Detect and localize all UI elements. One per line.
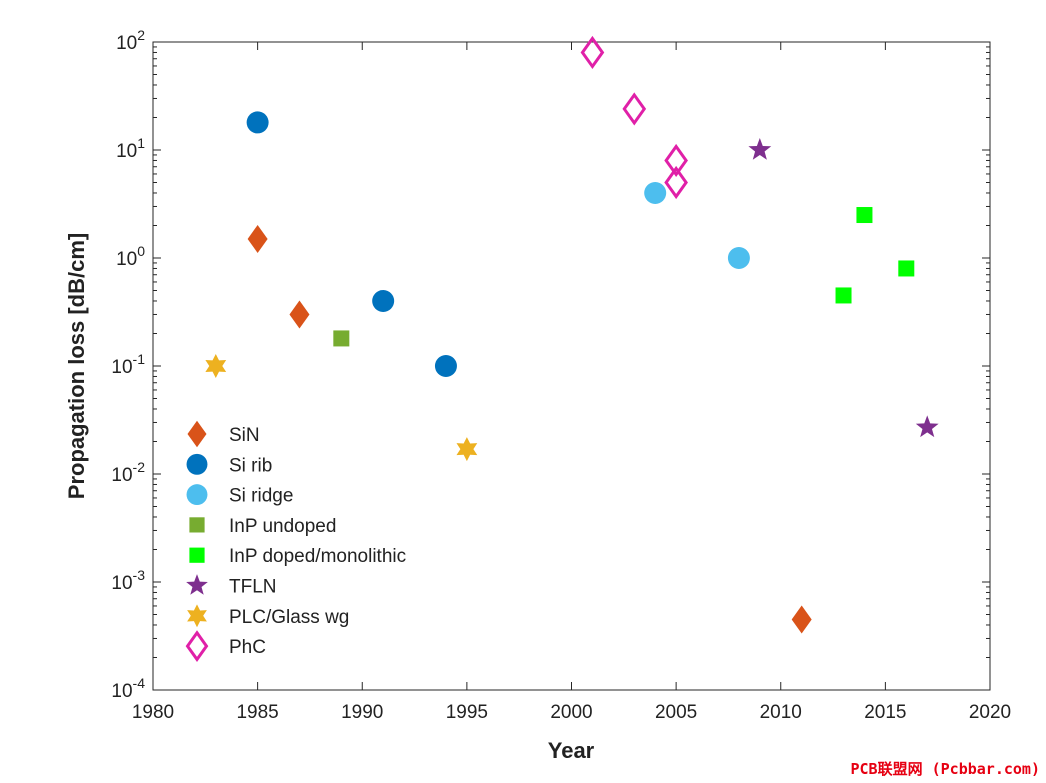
y-axis-title: Propagation loss [dB/cm] — [64, 233, 89, 499]
y-tick-label: 10-2 — [111, 459, 145, 486]
legend-marker-tfln — [186, 574, 208, 595]
y-tick-label: 10-4 — [111, 675, 145, 702]
legend-label: PLC/Glass wg — [229, 607, 349, 628]
legend-label: PhC — [229, 637, 266, 658]
legend-marker-sin — [187, 420, 207, 448]
point-tfln — [915, 415, 939, 438]
legend-label: SiN — [229, 425, 260, 446]
y-tick-exponent: 1 — [137, 135, 145, 151]
legend-item-inp-doped-monolithic: InP doped/monolithic — [189, 546, 406, 567]
point-si-rib — [434, 355, 457, 377]
point-inp-doped-monolithic — [835, 287, 852, 304]
legend: SiN Si rib Si ridge InP undoped InP doped/mo… — [185, 420, 406, 662]
x-axis-title: Year — [548, 738, 595, 763]
legend-marker-si-ridge — [186, 484, 208, 506]
x-tick-label: 2020 — [969, 702, 1011, 723]
plot-area — [152, 41, 991, 691]
y-tick-exponent: -4 — [133, 675, 146, 691]
x-tick-label: 2010 — [760, 702, 802, 723]
legend-item-si-rib: Si rib — [186, 453, 272, 476]
point-sin — [289, 300, 310, 329]
x-tick-label: 2000 — [550, 702, 592, 723]
y-tick-base: 10 — [111, 357, 132, 378]
y-tick-base: 10 — [111, 573, 132, 594]
legend-label: InP undoped — [229, 516, 336, 537]
y-tick-exponent: 2 — [137, 27, 145, 43]
x-tick-label: 1990 — [341, 702, 383, 723]
point-si-rib — [246, 111, 269, 134]
legend-item-phc: PhC — [185, 630, 266, 662]
point-inp-undoped — [333, 330, 350, 347]
y-tick-exponent: 0 — [137, 243, 145, 259]
point-phc — [664, 143, 688, 178]
y-tick-label: 102 — [116, 27, 145, 54]
point-sin — [791, 605, 812, 634]
legend-item-si-ridge: Si ridge — [186, 484, 293, 507]
x-tick-label: 1985 — [236, 702, 278, 723]
legend-item-plc-glass-wg: PLC/Glass wg — [187, 604, 349, 628]
legend-marker-plc-glass-wg — [187, 604, 207, 628]
y-tick-label: 10-3 — [111, 567, 145, 594]
point-phc — [622, 92, 647, 126]
legend-marker-si-rib — [186, 453, 208, 475]
y-tick-exponent: -2 — [133, 459, 146, 475]
point-phc — [580, 35, 605, 70]
legend-label: TFLN — [229, 577, 277, 598]
legend-marker-inp-doped-monolithic — [189, 547, 205, 563]
y-tick-base: 10 — [116, 33, 137, 54]
legend-label: Si ridge — [229, 486, 293, 507]
legend-item-sin: SiN — [187, 420, 260, 448]
y-tick-label: 10-1 — [111, 351, 145, 378]
y-tick-exponent: -1 — [133, 351, 146, 367]
legend-marker-phc — [185, 630, 209, 662]
point-plc-glass-wg — [205, 354, 227, 378]
point-inp-doped-monolithic — [898, 260, 915, 277]
point-phc — [664, 165, 688, 200]
point-si-ridge — [727, 247, 750, 269]
x-axis: 1980 1985 1990 1995 2000 2005 2010 2015 2020 — [132, 42, 1011, 723]
point-inp-doped-monolithic — [856, 207, 873, 224]
watermark: PCB联盟网 (Pcbbar.com) — [850, 760, 1041, 778]
point-tfln — [748, 138, 772, 160]
legend-item-inp-undoped: InP undoped — [189, 516, 336, 537]
x-tick-label: 1980 — [132, 702, 174, 723]
point-sin — [247, 224, 268, 253]
data-points — [205, 35, 939, 634]
y-tick-exponent: -3 — [133, 567, 146, 583]
point-plc-glass-wg — [456, 437, 478, 462]
y-tick-base: 10 — [111, 681, 132, 702]
y-tick-label: 101 — [116, 135, 145, 162]
legend-marker-inp-undoped — [189, 517, 205, 533]
point-si-ridge — [644, 181, 667, 204]
x-tick-label: 2005 — [655, 702, 697, 723]
x-tick-label: 2015 — [864, 702, 906, 723]
legend-item-tfln: TFLN — [186, 574, 277, 598]
legend-label: InP doped/monolithic — [229, 546, 406, 567]
x-tick-label: 1995 — [446, 702, 488, 723]
y-tick-label: 100 — [116, 243, 145, 270]
point-si-rib — [372, 289, 395, 312]
y-tick-base: 10 — [116, 249, 137, 270]
y-tick-base: 10 — [111, 465, 132, 486]
legend-label: Si rib — [229, 455, 272, 476]
y-tick-base: 10 — [116, 141, 137, 162]
